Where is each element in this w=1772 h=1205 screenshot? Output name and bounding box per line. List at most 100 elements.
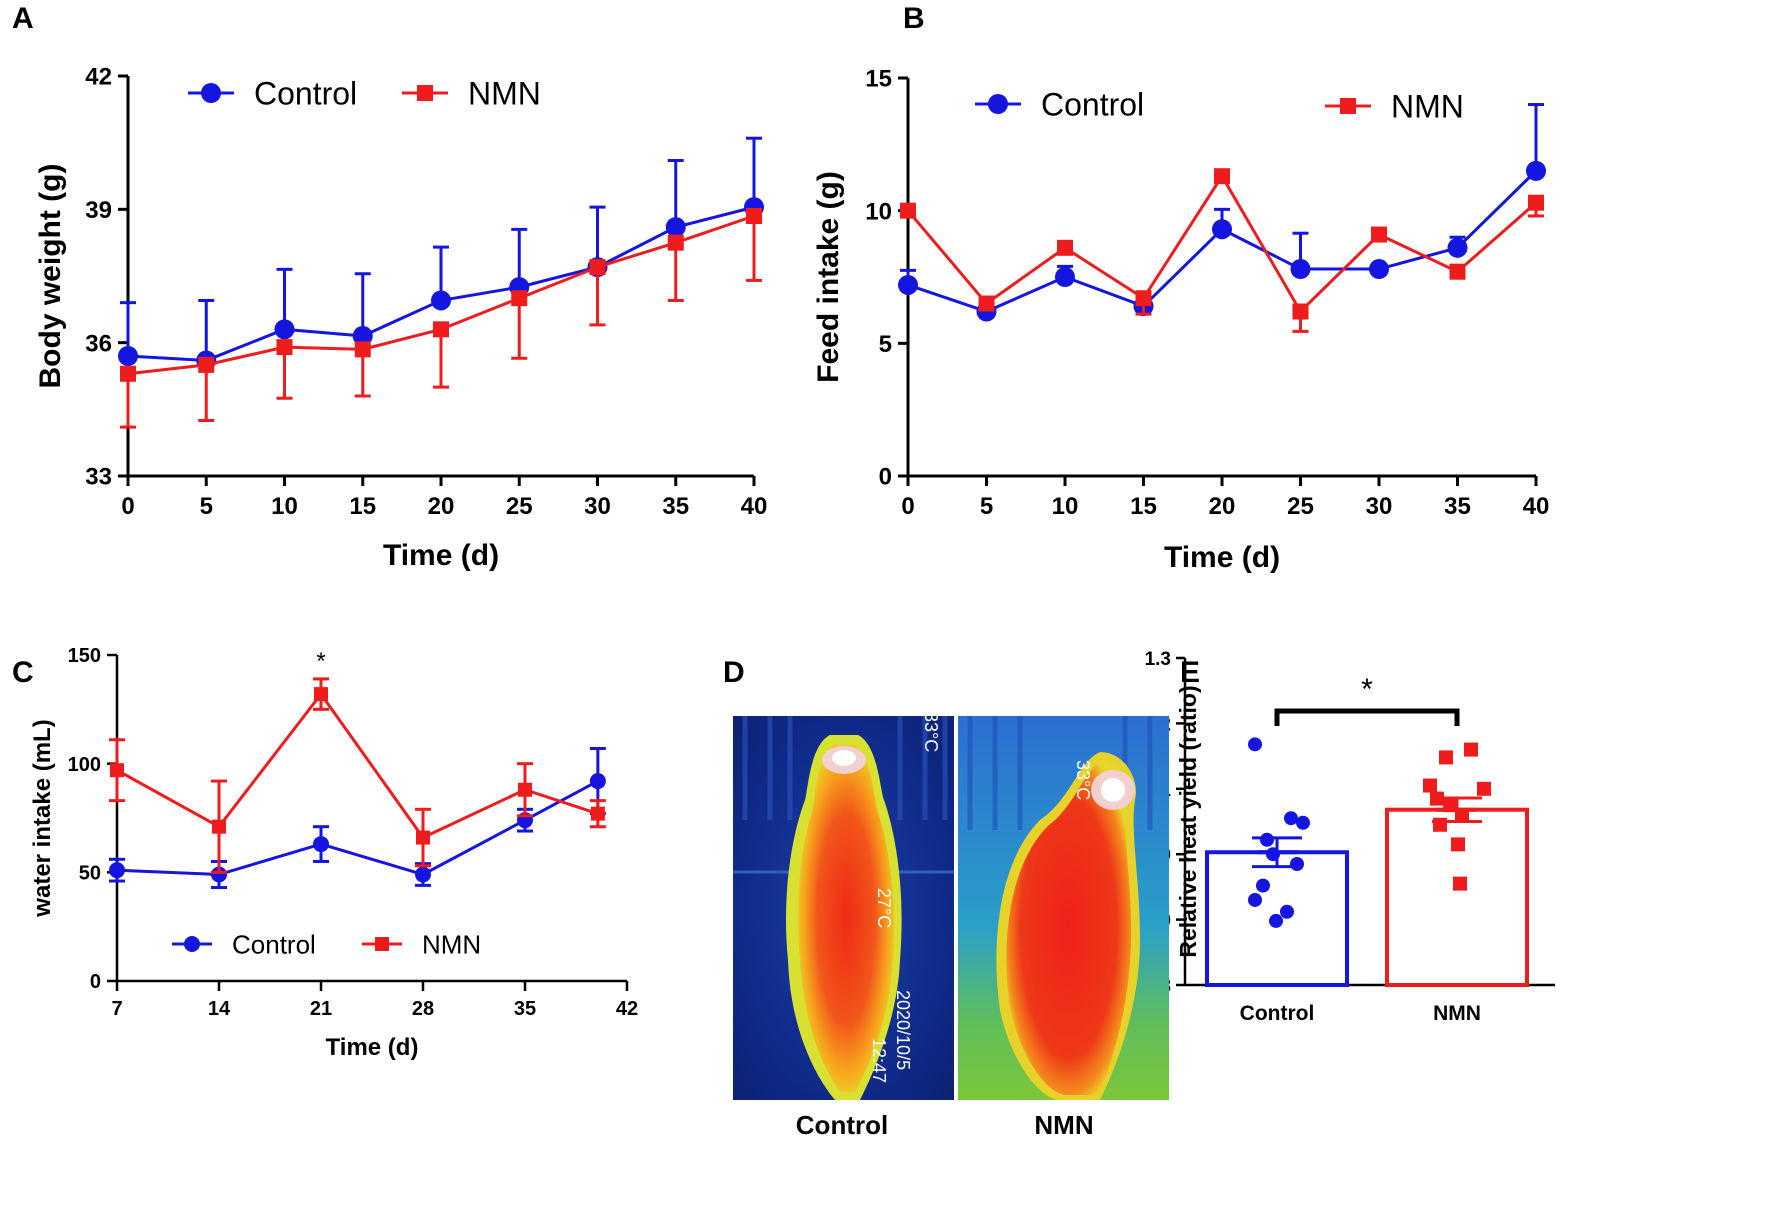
data-point xyxy=(1528,194,1544,211)
bar-group-control xyxy=(1205,737,1349,987)
data-point xyxy=(313,836,329,853)
x-tick-label: 30 xyxy=(1366,493,1393,520)
control-date: 2020/10/5 xyxy=(893,990,913,1070)
x-tick-label: 42 xyxy=(616,998,638,1020)
x-tick-label: 30 xyxy=(584,493,611,520)
legend-label: Control xyxy=(232,929,316,959)
data-point xyxy=(1430,791,1444,806)
thermal-label-nmn: NMN xyxy=(1034,1110,1093,1140)
data-point xyxy=(274,319,295,340)
control-spot-temp: 27°C xyxy=(874,888,894,928)
chart-b-feed-intake: 0 5 10 15 0 5 10 15 20 25 30 35 40 Time (d) Feed intak… xyxy=(812,66,1549,574)
y-tick-label: 42 xyxy=(85,64,112,91)
legend-marker xyxy=(201,83,221,103)
x-tick-label: 14 xyxy=(208,998,231,1020)
y-tick-label: 5 xyxy=(879,331,892,358)
data-point xyxy=(354,341,371,358)
panel-letter-c: C xyxy=(12,656,34,689)
y-tick-label: 1.3 xyxy=(1145,649,1171,670)
legend-label: NMN xyxy=(468,76,541,112)
data-point xyxy=(1248,737,1262,752)
bar-group-nmn xyxy=(1385,742,1529,988)
data-point xyxy=(211,866,227,883)
data-point xyxy=(109,862,125,879)
legend-label: NMN xyxy=(1391,89,1464,125)
data-point xyxy=(1290,857,1304,872)
series-line xyxy=(116,779,599,877)
x-tick-label: 40 xyxy=(1523,493,1550,520)
data-point xyxy=(1439,750,1453,765)
series-line xyxy=(906,173,1537,314)
data-point xyxy=(1260,832,1274,847)
nmn-max-temp: 33°C xyxy=(1073,760,1093,800)
x-tick-label: 5 xyxy=(980,493,993,520)
x-tick-label: NMN xyxy=(1433,1002,1481,1025)
y-tick-label: 100 xyxy=(68,754,101,776)
data-point xyxy=(511,290,528,307)
data-point xyxy=(1455,807,1469,822)
data-point xyxy=(1057,239,1073,256)
data-point xyxy=(978,295,995,312)
chart-a-body-weight: 33 36 39 42 0 5 10 15 20 25 30 35 40 Time (d) Body wei… xyxy=(34,64,767,572)
data-point xyxy=(1135,290,1152,307)
series-line xyxy=(116,691,599,840)
data-point xyxy=(433,321,449,338)
data-point xyxy=(1269,913,1283,928)
x-tick-label: 25 xyxy=(506,493,533,520)
x-tick-label: 20 xyxy=(1209,493,1236,520)
panel-letter-e: E xyxy=(1180,656,1200,689)
panel-letter-d: D xyxy=(723,656,745,689)
legend-label: Control xyxy=(254,76,357,112)
x-tick-label: 0 xyxy=(121,493,134,520)
panel-letter-b: B xyxy=(903,2,925,35)
legend-item-nmn: NMN xyxy=(1325,89,1464,125)
x-tick-label: 5 xyxy=(200,493,213,520)
data-point xyxy=(1464,742,1478,757)
data-point xyxy=(1290,259,1311,280)
y-axis-label: Feed intake (g) xyxy=(812,171,845,383)
y-tick-label: 39 xyxy=(85,197,112,224)
data-point xyxy=(1280,904,1294,919)
legend-item-control: Control xyxy=(975,87,1144,123)
x-tick-label: 15 xyxy=(349,493,376,520)
data-point xyxy=(1248,892,1262,907)
data-point xyxy=(1423,778,1437,793)
series-nmn xyxy=(900,168,1544,333)
data-point xyxy=(1477,781,1491,796)
y-tick-label: 15 xyxy=(865,66,892,93)
legend-label: NMN xyxy=(422,929,481,959)
legend-marker xyxy=(184,936,200,952)
series-nmn xyxy=(109,677,606,874)
legend-marker xyxy=(1340,98,1356,114)
data-point xyxy=(1296,815,1310,830)
series-nmn xyxy=(120,208,762,429)
data-point xyxy=(1284,811,1298,826)
data-point xyxy=(1451,837,1465,852)
data-point xyxy=(667,234,684,251)
data-point xyxy=(415,866,431,883)
x-tick-label: 10 xyxy=(271,493,298,520)
legend-item-control: Control xyxy=(188,76,357,112)
control-time: 12:47 xyxy=(869,1038,889,1083)
bar xyxy=(1385,807,1529,988)
x-tick-label: Control xyxy=(1240,1002,1315,1025)
x-axis-label: Time (d) xyxy=(326,1034,419,1061)
data-point xyxy=(1526,160,1546,181)
data-point xyxy=(518,782,532,797)
x-axis-label: Time (d) xyxy=(1164,541,1280,574)
x-tick-label: 10 xyxy=(1052,493,1079,520)
data-point xyxy=(314,687,328,702)
series-control xyxy=(898,103,1546,322)
significance-marker: * xyxy=(1361,673,1373,706)
legend-item-nmn: NMN xyxy=(402,76,541,112)
data-point xyxy=(665,217,686,238)
x-tick-label: 40 xyxy=(741,493,768,520)
legend-marker xyxy=(375,937,389,951)
data-point xyxy=(1292,303,1309,320)
x-tick-label: 28 xyxy=(412,998,434,1020)
y-tick-label: 150 xyxy=(68,645,101,667)
data-point xyxy=(1443,798,1457,813)
y-tick-label: 36 xyxy=(85,330,112,357)
x-tick-label: 20 xyxy=(428,493,455,520)
